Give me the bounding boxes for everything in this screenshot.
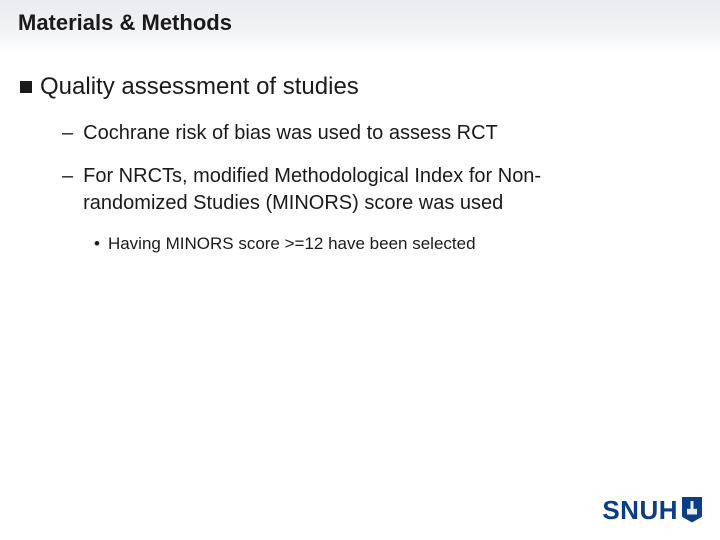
snuh-logo: SNUH <box>602 495 702 526</box>
bullet-level2-text: For NRCTs, modified Methodological Index… <box>83 163 643 217</box>
square-bullet-icon <box>20 81 32 93</box>
slide-content: Quality assessment of studies – Cochrane… <box>0 54 720 256</box>
bullet-level1: Quality assessment of studies <box>20 72 700 102</box>
title-bar: Materials & Methods <box>0 0 720 54</box>
bullet-level3: • Having MINORS score >=12 have been sel… <box>94 233 700 256</box>
bullet-level2-text: Cochrane risk of bias was used to assess… <box>83 120 498 147</box>
bullet-level1-text: Quality assessment of studies <box>40 72 359 102</box>
dash-bullet-icon: – <box>62 120 73 146</box>
dash-bullet-icon: – <box>62 163 73 189</box>
bullet-level3-text: Having MINORS score >=12 have been selec… <box>108 233 476 256</box>
dot-bullet-icon: • <box>94 233 100 256</box>
bullet-level2: – For NRCTs, modified Methodological Ind… <box>62 163 700 217</box>
slide-title: Materials & Methods <box>18 10 702 36</box>
bullet-level2: – Cochrane risk of bias was used to asse… <box>62 120 700 147</box>
shield-icon <box>682 497 702 523</box>
logo-text: SNUH <box>602 495 678 526</box>
